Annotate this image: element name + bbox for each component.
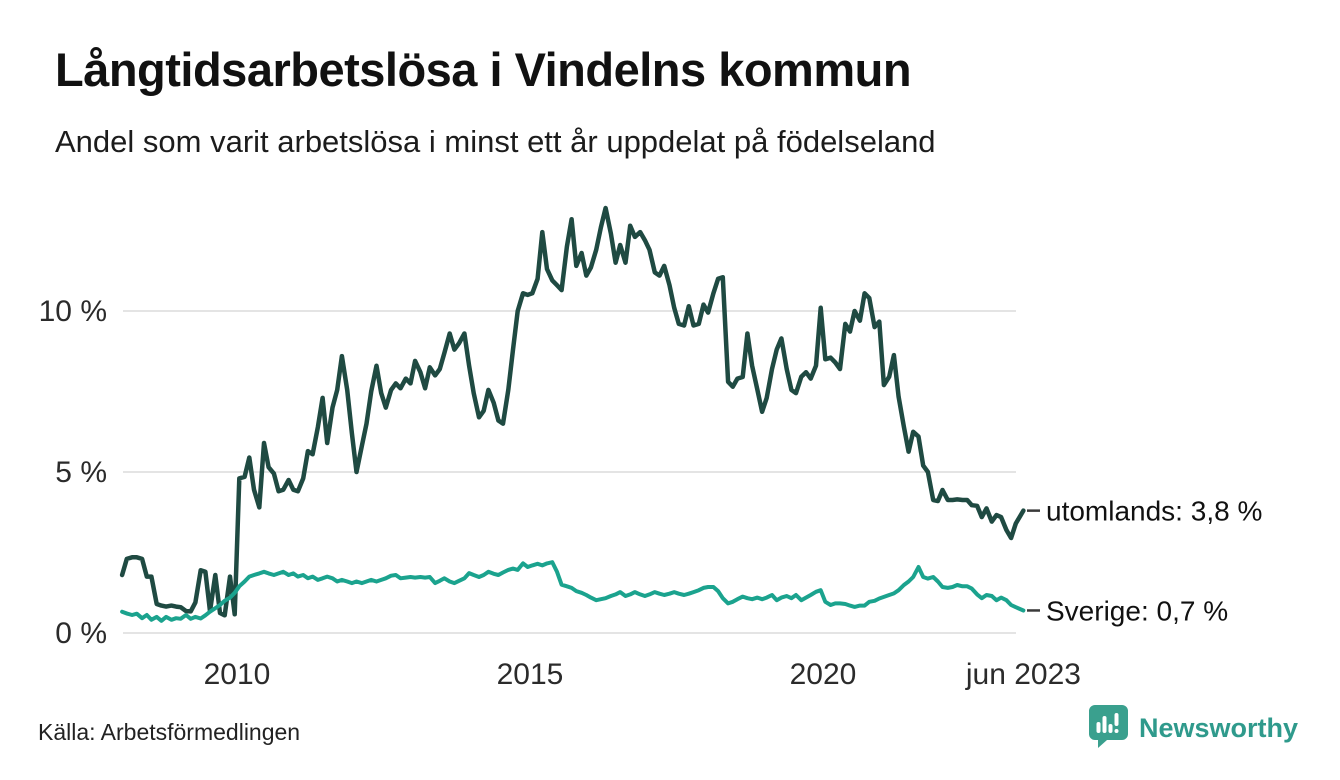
x-axis-tick-label: jun 2023 xyxy=(965,658,1081,691)
page-title: Långtidsarbetslösa i Vindelns kommun xyxy=(55,43,912,96)
x-axis-tick-label: 2010 xyxy=(204,658,271,691)
y-axis-tick-label: 0 % xyxy=(55,617,107,650)
y-axis-tick-label: 5 % xyxy=(55,456,107,489)
source-caption: Källa: Arbetsförmedlingen xyxy=(38,719,301,745)
utomlands-line xyxy=(119,205,1026,618)
page-subtitle: Andel som varit arbetslösa i minst ett å… xyxy=(55,124,936,159)
sverige-line xyxy=(120,560,1026,623)
newsworthy-logo: Newsworthy xyxy=(1087,704,1298,753)
utomlands-end-label: utomlands: 3,8 % xyxy=(1046,496,1262,527)
y-axis-tick-label: 10 % xyxy=(39,295,107,328)
brand-name: Newsworthy xyxy=(1138,713,1298,743)
sverige-end-label: Sverige: 0,7 % xyxy=(1046,595,1228,626)
x-axis-tick-label: 2015 xyxy=(497,658,564,691)
x-axis-tick-label: 2020 xyxy=(790,658,857,691)
bar-chart-speech-bubble-icon xyxy=(1087,704,1129,753)
